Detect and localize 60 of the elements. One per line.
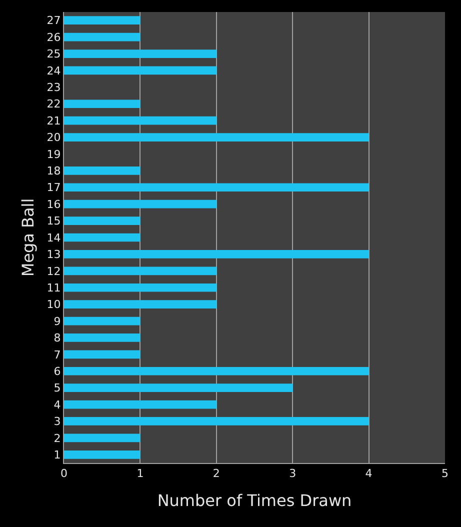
x-tick-label: 2 — [212, 467, 220, 480]
bar — [64, 400, 216, 409]
y-tick-label: 8 — [54, 332, 61, 345]
y-tick-label: 4 — [54, 398, 61, 412]
bar — [64, 384, 293, 392]
y-tick-label: 1 — [54, 448, 61, 462]
y-tick-label: 22 — [46, 98, 61, 111]
bar — [64, 300, 216, 308]
bar — [64, 216, 140, 225]
y-tick-label: 9 — [54, 314, 61, 328]
y-tick-label: 26 — [46, 30, 61, 44]
y-axis-title: Mega Ball — [18, 198, 38, 277]
y-tick-label: 17 — [46, 181, 61, 194]
y-tick-label: 10 — [46, 298, 61, 312]
x-tick-label: 3 — [289, 467, 296, 480]
bar — [64, 450, 140, 459]
bar — [64, 32, 140, 42]
bar — [64, 116, 216, 125]
y-tick-label: 13 — [46, 248, 61, 262]
y-tick-label: 12 — [46, 264, 61, 278]
bar — [64, 100, 140, 108]
bar — [64, 283, 216, 292]
bar — [64, 434, 140, 442]
y-tick-label: 6 — [54, 364, 61, 378]
bar — [64, 266, 216, 276]
bar — [64, 233, 140, 242]
y-tick-label: 21 — [46, 114, 61, 128]
y-tick-label: 14 — [46, 231, 61, 244]
bar — [64, 66, 216, 75]
y-tick-label: 27 — [46, 14, 61, 28]
x-tick-label: 0 — [60, 467, 68, 480]
y-tick-label: 23 — [46, 81, 61, 94]
y-tick-label: 3 — [54, 415, 61, 428]
bar — [64, 183, 369, 192]
bar — [64, 166, 140, 175]
y-tick-label: 16 — [46, 198, 61, 211]
bar — [64, 350, 140, 359]
x-axis-title: Number of Times Drawn — [157, 490, 352, 510]
bar — [64, 250, 369, 258]
bar — [64, 316, 140, 326]
x-tick-label: 5 — [442, 467, 448, 480]
bar — [64, 366, 369, 376]
y-tick-label: 24 — [46, 64, 61, 78]
bar — [64, 16, 140, 25]
y-tick-label: 2 — [54, 432, 61, 445]
x-tick-label: 4 — [365, 467, 372, 480]
bar — [64, 50, 216, 58]
bar — [64, 334, 140, 342]
bar — [64, 417, 369, 426]
y-tick-label: 5 — [54, 382, 61, 395]
y-tick-label: 25 — [46, 48, 61, 61]
y-tick-label: 15 — [46, 214, 61, 228]
bar — [64, 133, 369, 142]
y-tick-label: 18 — [46, 164, 61, 178]
bar — [64, 200, 216, 208]
y-tick-label: 20 — [46, 131, 61, 144]
y-tick-label: 7 — [54, 348, 61, 362]
y-tick-label: 11 — [46, 281, 61, 294]
x-tick-label: 1 — [136, 467, 144, 480]
y-tick-label: 19 — [46, 148, 61, 161]
